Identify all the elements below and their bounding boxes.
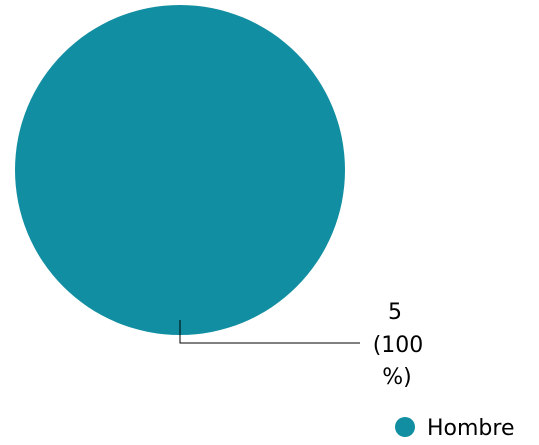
data-label-value: 5 [388, 300, 402, 325]
leader-line [179, 320, 360, 344]
legend-label-hombre: Hombre [427, 416, 515, 441]
legend-swatch [395, 417, 415, 437]
data-label-percent-line1: (100 [373, 333, 424, 358]
data-label-percent-line2: %) [382, 365, 412, 390]
data-label-group: 5 (100 %) [179, 300, 424, 390]
pie-slice-hombre [15, 5, 345, 335]
legend: Hombre [395, 416, 515, 441]
pie-slices [15, 5, 345, 335]
